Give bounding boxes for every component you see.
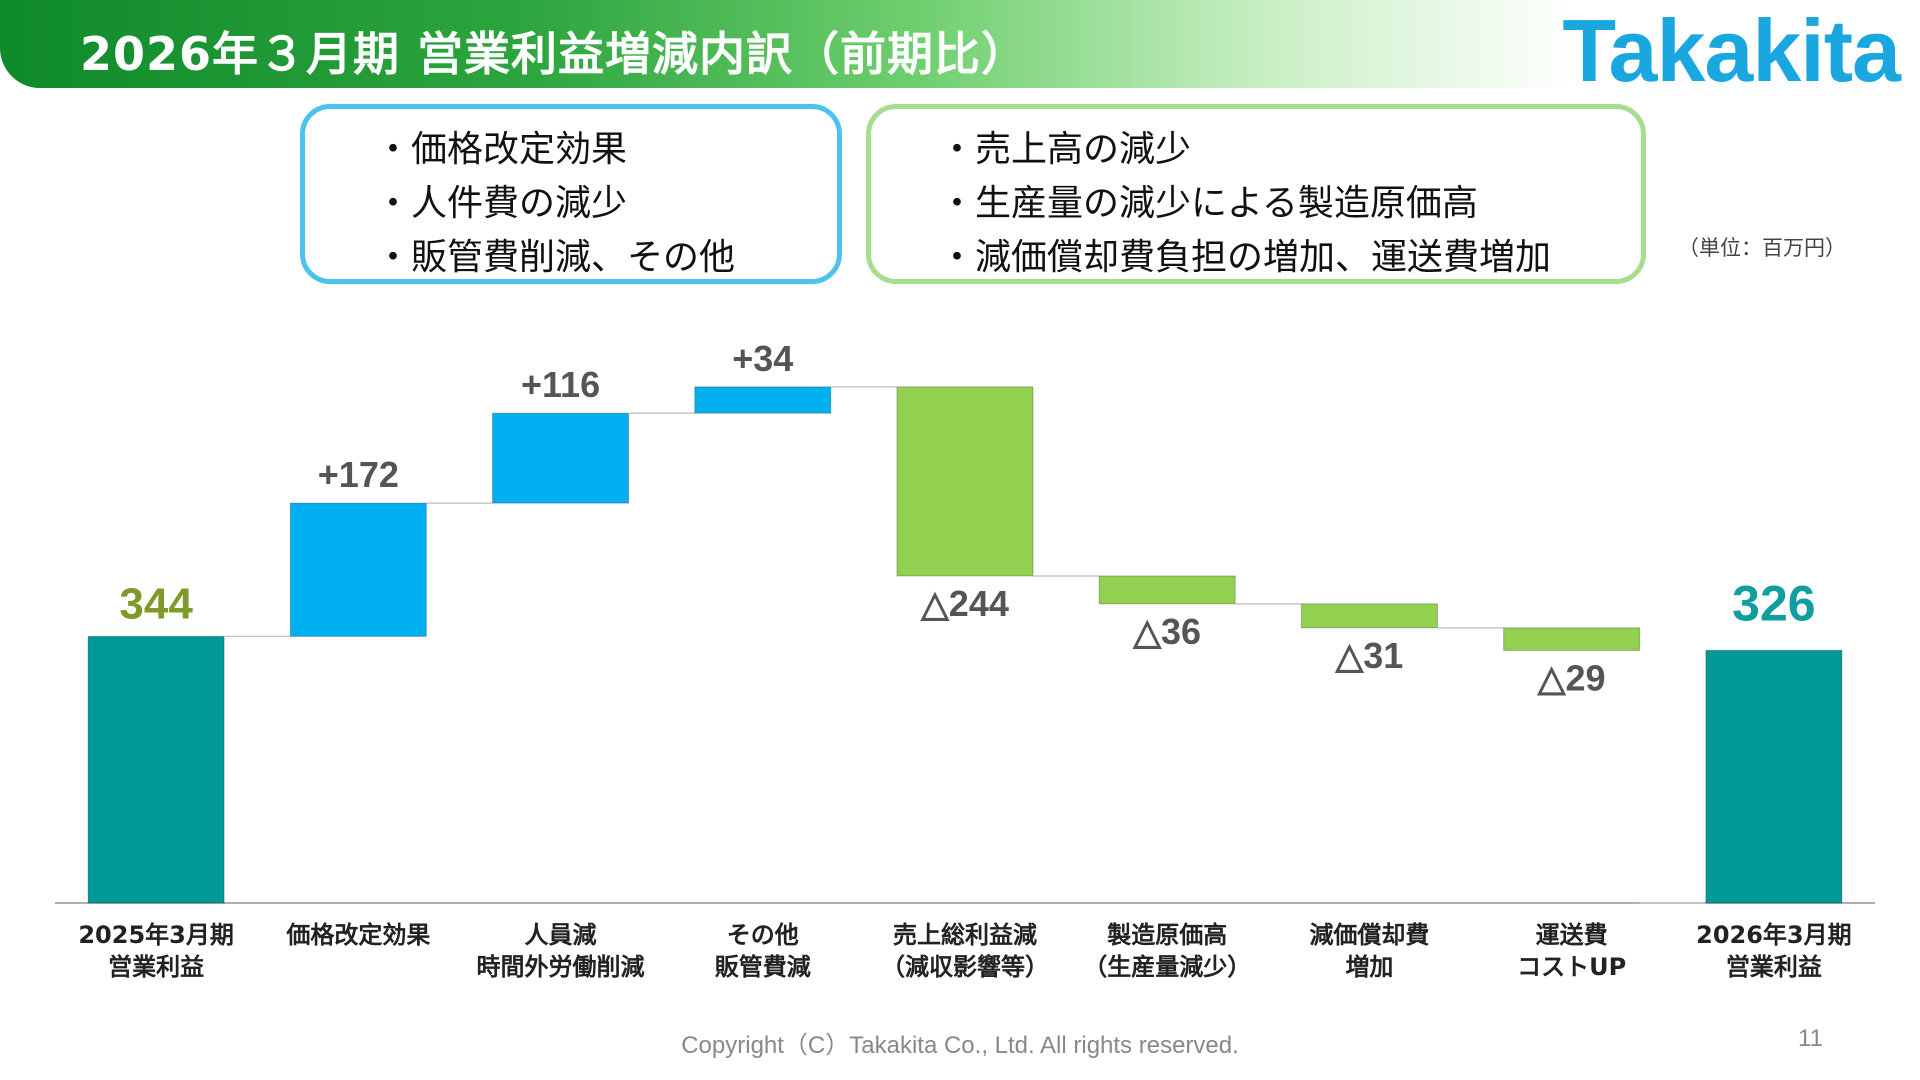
waterfall-bar — [1705, 649, 1843, 904]
category-label: 営業利益 — [1726, 953, 1822, 981]
category-label: 販管費減 — [715, 953, 811, 981]
waterfall-bar — [1300, 603, 1438, 629]
waterfall-bar — [1098, 575, 1236, 605]
category-label: 製造原価高 — [1107, 921, 1227, 949]
waterfall-bar — [896, 386, 1034, 577]
category-label: 2025年3月期 — [78, 921, 234, 949]
category-label: コストUP — [1517, 953, 1626, 981]
title-banner: 2026年３月期 営業利益増減内訳（前期比） — [0, 0, 1920, 88]
waterfall-bar — [492, 412, 630, 504]
data-label: +172 — [318, 454, 399, 495]
category-label: 売上総利益減 — [893, 921, 1037, 949]
decrease-factor-item: ・生産量の減少による製造原価高 — [939, 183, 1478, 224]
increase-factor-item: ・人件費の減少 — [375, 183, 628, 224]
category-label: 価格改定効果 — [285, 921, 430, 949]
category-label: 減価償却費 — [1309, 921, 1429, 949]
data-label: 344 — [119, 579, 193, 628]
data-label: △36 — [1132, 611, 1201, 652]
data-label: △244 — [920, 583, 1009, 624]
data-label: +34 — [732, 338, 793, 379]
category-label: （減収影響等） — [881, 953, 1049, 981]
decrease-factor-item: ・減価償却費負担の増加、運送費増加 — [939, 237, 1552, 278]
data-label: △29 — [1537, 657, 1606, 698]
category-label: 時間外労働削減 — [477, 953, 645, 981]
unit-label: （単位：百万円） — [1678, 236, 1846, 260]
copyright-text: Copyright（C）Takakita Co., Ltd. All right… — [681, 1032, 1239, 1059]
category-label: 営業利益 — [108, 953, 204, 981]
slide-title: 2026年３月期 営業利益増減内訳（前期比） — [80, 27, 1029, 81]
category-label: （生産量減少） — [1083, 953, 1251, 981]
decrease-factor-item: ・売上高の減少 — [939, 129, 1192, 170]
page-number: 11 — [1798, 1025, 1823, 1052]
category-label: 運送費 — [1536, 921, 1608, 949]
data-label: +116 — [521, 364, 600, 405]
data-label: △31 — [1335, 635, 1404, 676]
increase-factor-item: ・販管費削減、その他 — [375, 237, 736, 278]
waterfall-chart: 3442025年3月期営業利益+172価格改定効果+116人員減時間外労働削減+… — [55, 338, 1875, 981]
category-label: その他 — [727, 921, 799, 949]
waterfall-bar — [1503, 627, 1641, 651]
increase-factors-box: ・価格改定効果 ・人件費の減少 ・販管費削減、その他 — [300, 104, 842, 284]
data-label: 326 — [1732, 575, 1815, 631]
category-label: 増加 — [1345, 953, 1393, 981]
decrease-factors-box: ・売上高の減少 ・生産量の減少による製造原価高 ・減価償却費負担の増加、運送費増… — [866, 104, 1646, 284]
takakita-logo: Takakita — [1562, 1, 1901, 100]
increase-factor-item: ・価格改定効果 — [375, 129, 628, 170]
waterfall-bar — [694, 386, 832, 414]
waterfall-bar — [87, 635, 225, 904]
waterfall-bar — [289, 502, 427, 637]
category-label: 2026年3月期 — [1696, 921, 1852, 949]
category-label: 人員減 — [525, 921, 597, 949]
